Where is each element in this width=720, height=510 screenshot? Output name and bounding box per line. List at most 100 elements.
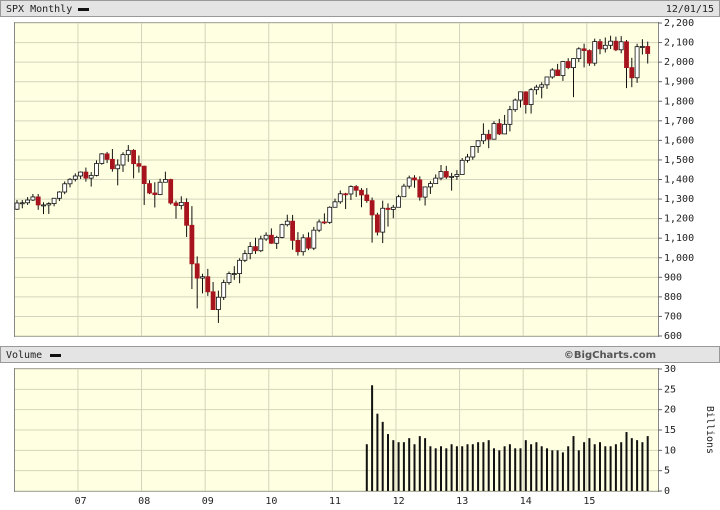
y-tick-label: 700 (664, 311, 682, 322)
volume-bar (530, 444, 533, 491)
candle-body (417, 179, 423, 198)
y-tick-label: 2,100 (664, 38, 694, 49)
volume-bar (408, 438, 411, 491)
volume-bar (630, 438, 633, 491)
candle-body (560, 61, 566, 77)
volume-bar (466, 444, 469, 491)
volume-bar (583, 442, 586, 491)
candle-body (263, 234, 269, 240)
volume-bar (471, 444, 474, 491)
candle-body (618, 41, 624, 51)
candle-body (321, 221, 327, 224)
candle-body (131, 149, 137, 165)
legend-swatch (78, 8, 89, 11)
candle-body (258, 238, 264, 252)
volume-bar (577, 450, 580, 491)
volume-bar (424, 438, 427, 491)
candle-body (512, 99, 518, 111)
volume-bar (567, 446, 570, 491)
candle-body (25, 199, 31, 204)
candle-body (295, 239, 301, 253)
candle-body (115, 164, 121, 170)
candle-body (433, 177, 439, 185)
candle-body (274, 237, 280, 244)
y-tick-label: 900 (664, 272, 682, 283)
x-tick-label: 12 (393, 496, 405, 507)
copyright: ©BigCharts.com (564, 350, 656, 361)
candle-body (231, 273, 237, 275)
candle-body (602, 44, 608, 50)
volume-bar (487, 440, 490, 491)
candle-body (46, 203, 52, 206)
y-tick-label: 0 (664, 486, 670, 497)
volume-bar (418, 436, 421, 491)
candle-body (374, 214, 380, 233)
candle-body (306, 237, 311, 249)
date-label: 12/01/15 (666, 4, 714, 15)
candle-body (51, 197, 57, 204)
volume-bar (535, 442, 538, 491)
candle-body (353, 186, 359, 191)
y-tick-label: 1,400 (664, 175, 694, 186)
candle-body (311, 229, 317, 249)
candle-body (539, 84, 545, 88)
candle-body (549, 69, 555, 78)
x-tick-label: 09 (202, 496, 214, 507)
volume-bar (572, 436, 575, 491)
y-axis-label: Billions (704, 406, 715, 454)
y-tick-label: 1,600 (664, 135, 694, 146)
volume-bar (561, 452, 564, 491)
y-tick-label: 5 (664, 466, 670, 477)
candle-body (184, 201, 190, 226)
candle-body (534, 86, 539, 91)
candle-body (332, 201, 338, 208)
volume-bar (482, 442, 485, 491)
x-tick-label: 13 (456, 496, 468, 507)
candle-body (83, 171, 89, 179)
candle-body (237, 259, 243, 274)
candle-body (406, 177, 412, 187)
y-tick-label: 2,000 (664, 57, 694, 68)
candle-body (369, 200, 375, 216)
candle-body (62, 183, 68, 193)
volume-bar (540, 446, 543, 491)
candle-body (215, 296, 221, 310)
candle-body (343, 193, 349, 196)
y-tick-label: 1,200 (664, 214, 694, 225)
y-tick-label: 1,100 (664, 233, 694, 244)
candle-body (173, 202, 179, 206)
candle-body (253, 246, 258, 252)
volume-bar (641, 442, 644, 491)
candle-body (364, 194, 370, 202)
x-tick-label: 08 (138, 496, 150, 507)
volume-bar (450, 444, 453, 491)
candle-body (544, 76, 550, 86)
candle-body (438, 171, 444, 179)
candle-body (523, 91, 529, 105)
candle-body (41, 204, 46, 207)
candle-body (247, 246, 253, 255)
volume-bar (593, 444, 596, 491)
candle-body (613, 40, 619, 51)
candle-body (629, 67, 635, 79)
candle-body (19, 202, 25, 205)
candle-body (35, 196, 41, 206)
volume-bar (392, 440, 395, 491)
candle-body (608, 40, 613, 46)
volume-bar (376, 413, 379, 491)
candle-body (120, 154, 126, 166)
candle-body (645, 46, 651, 54)
candle-body (327, 206, 333, 223)
candle-body (110, 158, 115, 170)
legend-swatch (50, 354, 61, 357)
candle-body (449, 175, 455, 178)
volume-bar (599, 442, 601, 491)
candle-body (443, 171, 449, 178)
candle-body (454, 174, 460, 177)
x-tick-label: 10 (265, 496, 277, 507)
candle-body (427, 183, 433, 188)
candle-body (486, 133, 492, 140)
candle-body (205, 276, 211, 293)
x-tick-label: 14 (520, 496, 532, 507)
candle-body (157, 181, 163, 195)
